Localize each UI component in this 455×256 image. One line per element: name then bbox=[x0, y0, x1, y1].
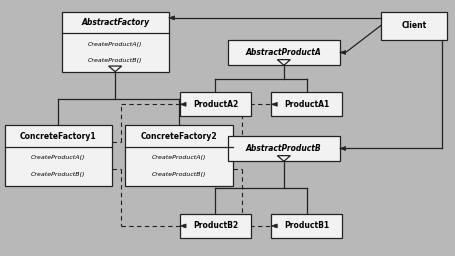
Text: ProductA1: ProductA1 bbox=[283, 100, 329, 109]
Text: CreateProductB(): CreateProductB() bbox=[31, 172, 85, 177]
Text: AbstractFactory: AbstractFactory bbox=[81, 18, 149, 27]
Text: CreateProductB(): CreateProductB() bbox=[88, 58, 142, 63]
Text: Client: Client bbox=[400, 21, 425, 30]
Polygon shape bbox=[180, 224, 186, 228]
Polygon shape bbox=[339, 146, 345, 151]
Bar bbox=[228, 136, 339, 161]
Polygon shape bbox=[168, 16, 174, 20]
Text: CreateProductA(): CreateProductA() bbox=[152, 155, 206, 161]
Text: ConcreteFactory1: ConcreteFactory1 bbox=[20, 132, 96, 141]
Text: CreateProductB(): CreateProductB() bbox=[152, 172, 206, 177]
Polygon shape bbox=[339, 50, 345, 55]
Bar bbox=[5, 125, 111, 186]
Text: CreateProductA(): CreateProductA() bbox=[31, 155, 85, 161]
Bar bbox=[380, 12, 446, 40]
Polygon shape bbox=[271, 224, 277, 228]
Text: ProductB2: ProductB2 bbox=[192, 221, 238, 230]
Bar bbox=[271, 92, 341, 116]
Polygon shape bbox=[271, 102, 277, 106]
Text: ProductB1: ProductB1 bbox=[283, 221, 329, 230]
Bar bbox=[271, 214, 341, 238]
Text: AbstractProductB: AbstractProductB bbox=[245, 144, 321, 153]
Text: CreateProductA(): CreateProductA() bbox=[88, 41, 142, 47]
Bar bbox=[125, 125, 232, 186]
Bar bbox=[61, 12, 168, 72]
Bar bbox=[180, 92, 250, 116]
Bar bbox=[180, 214, 250, 238]
Text: ConcreteFactory2: ConcreteFactory2 bbox=[140, 132, 217, 141]
Polygon shape bbox=[180, 102, 186, 106]
Bar bbox=[228, 40, 339, 65]
Text: ProductA2: ProductA2 bbox=[192, 100, 238, 109]
Text: AbstractProductA: AbstractProductA bbox=[245, 48, 321, 57]
